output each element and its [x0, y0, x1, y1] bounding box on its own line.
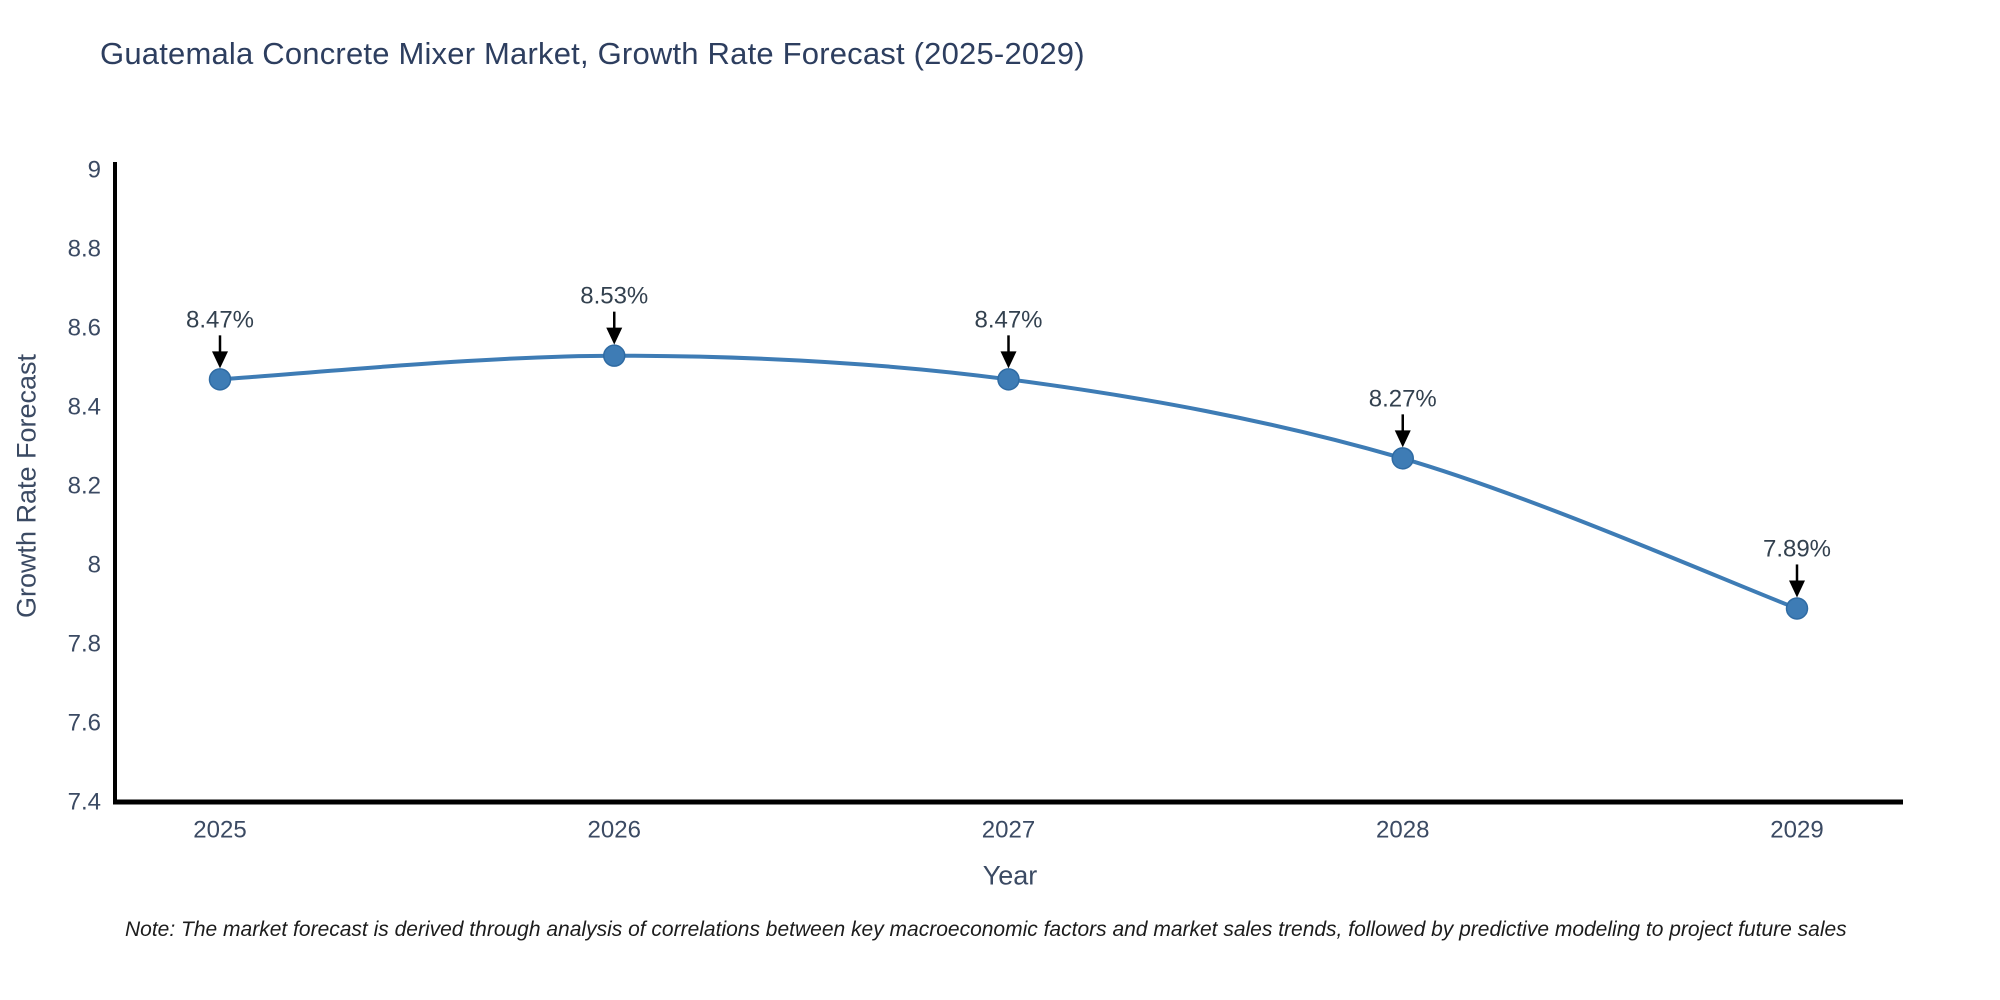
- data-point-marker: [603, 344, 626, 367]
- data-point-marker: [1785, 597, 1809, 620]
- y-tick-label: 7.6: [68, 710, 101, 737]
- x-tick-label: 2025: [193, 817, 246, 844]
- x-tick-label: 2026: [588, 817, 641, 844]
- annotation-arrow-head: [606, 327, 623, 345]
- y-tick-label: 8.6: [68, 315, 101, 342]
- x-tick-label: 2029: [1770, 817, 1823, 844]
- annotation-arrow-head: [1394, 430, 1411, 448]
- y-tick-label: 8.2: [68, 473, 101, 500]
- annotation-arrow-head: [212, 351, 228, 369]
- point-value-label: 8.47%: [974, 306, 1042, 333]
- footnote: Note: The market forecast is derived thr…: [125, 918, 1847, 941]
- x-tick-label: 2028: [1376, 817, 1429, 844]
- y-tick-label: 8.4: [68, 394, 101, 421]
- x-tick-label: 2027: [982, 817, 1035, 844]
- point-value-label: 8.53%: [580, 283, 648, 310]
- y-tick-label: 7.4: [68, 789, 101, 816]
- annotation-arrow-head: [1789, 580, 1805, 598]
- trend-line: [218, 353, 1799, 611]
- data-point-marker: [1391, 447, 1414, 470]
- data-point-marker: [208, 368, 232, 391]
- x-axis-title: Year: [982, 860, 1038, 891]
- y-tick-label: 9: [88, 157, 101, 184]
- y-tick-label: 8.8: [68, 236, 101, 263]
- y-tick-label: 7.8: [68, 631, 101, 658]
- point-value-label: 8.47%: [186, 306, 254, 333]
- annotation-arrow-head: [1000, 351, 1017, 369]
- chart-title: Guatemala Concrete Mixer Market, Growth …: [100, 36, 1085, 71]
- y-tick-label: 8: [88, 552, 101, 579]
- point-value-label: 8.27%: [1369, 385, 1437, 412]
- point-value-label: 7.89%: [1763, 535, 1831, 562]
- y-axis-title: Growth Rate Forecast: [11, 353, 42, 619]
- data-point-marker: [997, 368, 1020, 391]
